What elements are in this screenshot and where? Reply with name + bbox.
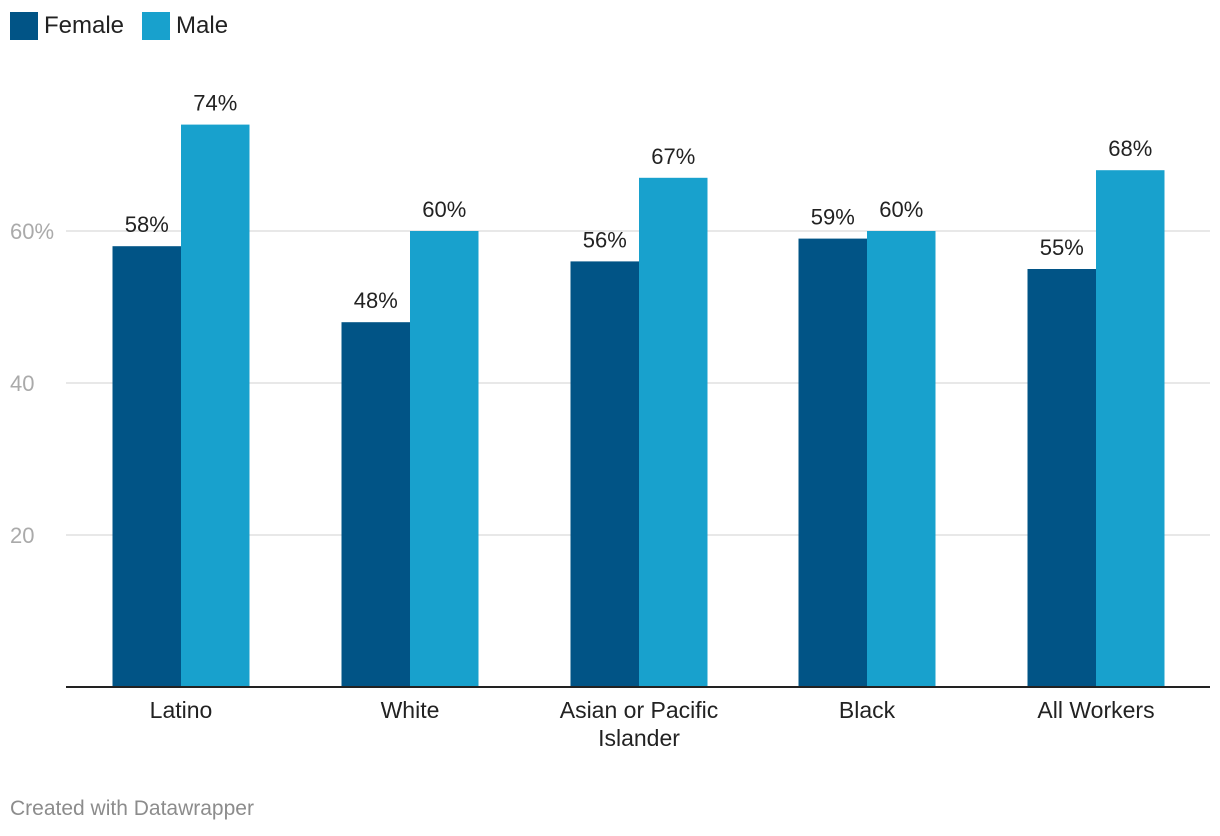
category-label-white: White (381, 697, 440, 723)
bar-male-black (867, 231, 936, 687)
bar-female-all-workers (1027, 269, 1096, 687)
bar-male-latino (181, 124, 250, 688)
category-labels: Latino White Asian or Pacific Islander Black… (150, 697, 1155, 751)
bar-male-all-workers (1096, 170, 1165, 687)
legend-label-male: Male (176, 12, 229, 39)
value-label-male-all-workers: 68% (1108, 136, 1152, 161)
bars (112, 124, 1165, 688)
value-label-female-black: 59% (811, 205, 855, 230)
value-label-female-latino: 58% (125, 212, 169, 237)
value-label-male-black: 60% (879, 197, 923, 222)
legend-item-male: Male (142, 12, 228, 40)
bar-male-asian-or-pacific-islander (639, 177, 708, 688)
legend-swatch-male (142, 12, 171, 40)
legend-item-female: Female (10, 12, 124, 40)
category-label-black: Black (839, 697, 896, 723)
bar-female-latino (112, 246, 181, 687)
bar-female-asian-or-pacific-islander (570, 261, 639, 687)
bar-female-black (798, 238, 867, 687)
legend-swatch-female (10, 12, 38, 40)
y-tick-label-40: 40 (10, 371, 34, 396)
category-label-all-workers: All Workers (1037, 697, 1154, 723)
value-label-male-asian-or-pacific-islander: 67% (651, 144, 695, 169)
category-label-latino: Latino (150, 697, 213, 723)
bar-female-white (341, 322, 410, 687)
legend-label-female: Female (44, 12, 125, 39)
category-label-asian-or-pacific-islander: Asian or Pacific Islander (560, 697, 719, 751)
y-tick-label-20: 20 (10, 523, 34, 548)
value-label-male-latino: 74% (193, 91, 237, 116)
legend: Female Male (10, 12, 228, 40)
value-label-female-all-workers: 55% (1040, 235, 1084, 260)
value-labels: 58% 48% 56% 59% 55% 74% 60% 67% 60% 68% (125, 91, 1153, 314)
bar-chart: 20 40 60% 58% 48% 56% 59% 55% 74% 60% 67% 60% 68% L… (10, 91, 1210, 751)
value-label-female-asian-or-pacific-islander: 56% (583, 227, 627, 252)
value-label-female-white: 48% (354, 288, 398, 313)
y-axis-ticks: 20 40 60% (10, 219, 54, 548)
value-label-male-white: 60% (422, 197, 466, 222)
footer-credit: Created with Datawrapper (10, 797, 254, 820)
bar-male-white (410, 231, 479, 687)
y-tick-label-60: 60% (10, 219, 54, 244)
